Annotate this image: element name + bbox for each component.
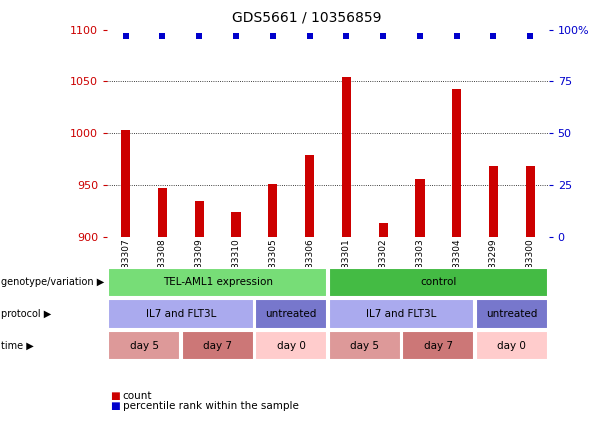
Point bbox=[489, 33, 498, 39]
Bar bbox=[108, 268, 327, 297]
Text: day 5: day 5 bbox=[350, 341, 379, 351]
Bar bbox=[268, 184, 277, 237]
Text: ■: ■ bbox=[110, 390, 120, 401]
Point bbox=[378, 33, 388, 39]
Bar bbox=[329, 299, 474, 329]
Text: day 7: day 7 bbox=[424, 341, 453, 351]
Point bbox=[415, 33, 425, 39]
Point bbox=[158, 33, 167, 39]
Bar bbox=[329, 331, 401, 360]
Point bbox=[452, 33, 462, 39]
Point bbox=[231, 33, 241, 39]
Bar bbox=[329, 268, 548, 297]
Text: day 0: day 0 bbox=[276, 341, 306, 351]
Bar bbox=[255, 299, 327, 329]
Bar bbox=[342, 77, 351, 237]
Text: ■: ■ bbox=[110, 401, 120, 411]
Bar bbox=[195, 201, 204, 237]
Text: untreated: untreated bbox=[265, 309, 317, 319]
Text: IL7 and FLT3L: IL7 and FLT3L bbox=[367, 309, 436, 319]
Text: GDS5661 / 10356859: GDS5661 / 10356859 bbox=[232, 11, 381, 25]
Bar bbox=[158, 188, 167, 237]
Text: day 7: day 7 bbox=[203, 341, 232, 351]
Bar bbox=[476, 299, 548, 329]
Bar bbox=[476, 331, 548, 360]
Bar bbox=[232, 212, 240, 237]
Point bbox=[121, 33, 131, 39]
Text: control: control bbox=[420, 277, 457, 287]
Text: percentile rank within the sample: percentile rank within the sample bbox=[123, 401, 299, 411]
Bar bbox=[416, 179, 424, 237]
Bar bbox=[452, 89, 461, 237]
Text: untreated: untreated bbox=[486, 309, 538, 319]
Point bbox=[525, 33, 535, 39]
Text: count: count bbox=[123, 390, 152, 401]
Bar bbox=[379, 223, 388, 237]
Text: day 0: day 0 bbox=[497, 341, 527, 351]
Bar bbox=[305, 155, 314, 237]
Point bbox=[268, 33, 278, 39]
Bar bbox=[121, 130, 130, 237]
Bar bbox=[489, 166, 498, 237]
Bar bbox=[402, 331, 474, 360]
Point bbox=[341, 33, 351, 39]
Bar bbox=[255, 331, 327, 360]
Text: IL7 and FLT3L: IL7 and FLT3L bbox=[146, 309, 216, 319]
Text: genotype/variation ▶: genotype/variation ▶ bbox=[1, 277, 104, 287]
Text: day 5: day 5 bbox=[129, 341, 159, 351]
Bar bbox=[526, 166, 535, 237]
Text: TEL-AML1 expression: TEL-AML1 expression bbox=[162, 277, 273, 287]
Point bbox=[194, 33, 204, 39]
Bar bbox=[108, 299, 254, 329]
Text: protocol ▶: protocol ▶ bbox=[1, 309, 51, 319]
Point bbox=[305, 33, 314, 39]
Bar bbox=[108, 331, 180, 360]
Text: time ▶: time ▶ bbox=[1, 341, 34, 351]
Bar bbox=[181, 331, 254, 360]
